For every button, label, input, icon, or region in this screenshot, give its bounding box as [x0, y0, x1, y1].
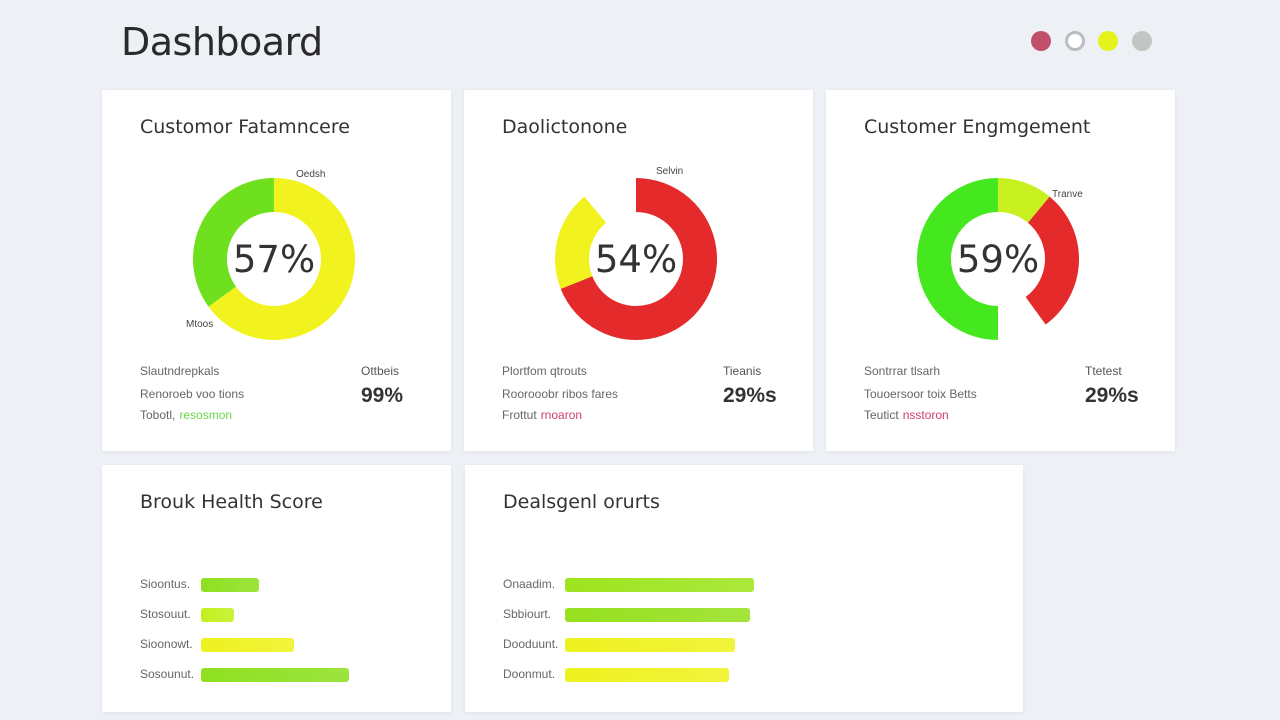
card-title: Brouk Health Score — [140, 491, 323, 513]
bar — [565, 668, 730, 682]
page-title: Dashboard — [121, 20, 323, 64]
bar — [201, 668, 349, 682]
donut-percent: 54% — [594, 237, 678, 281]
donut-chart — [193, 178, 355, 340]
side-label: Tieanis — [723, 364, 762, 378]
card-title: Customer Engmgement — [864, 116, 1091, 138]
bar-label: Sbbiourt. — [503, 607, 552, 621]
stat-line: Renoroeb voo tions — [140, 387, 245, 401]
bar-label: Dooduunt. — [503, 637, 559, 651]
donut-segment — [916, 178, 998, 340]
segment-label: Selvin — [656, 166, 684, 177]
stat-status: rnoaron — [540, 408, 583, 422]
donut-chart — [555, 178, 717, 340]
stat-label: Frottut — [502, 408, 537, 422]
bar-label: Stosouut. — [140, 607, 191, 621]
segment-label: Tranve — [1052, 189, 1083, 200]
side-value: 99% — [361, 384, 404, 407]
stat-line: Tobotl, resosmon — [140, 408, 232, 422]
window-dot-red[interactable] — [1031, 31, 1051, 51]
bar-label: Sioontus. — [140, 577, 191, 591]
stat-line: Teutict nsstoron — [864, 408, 949, 422]
donut-percent: 57% — [232, 237, 316, 281]
stat-line: Slautndrepkals — [140, 364, 220, 378]
window-dot-grey-ring[interactable] — [1064, 31, 1085, 51]
donut-percent: 59% — [956, 237, 1040, 281]
donut-segment — [555, 196, 607, 289]
bar — [201, 608, 234, 622]
donut-segment — [193, 178, 274, 307]
bar — [565, 608, 751, 622]
bar — [201, 578, 259, 592]
side-label: Ttetest — [1085, 364, 1122, 378]
bar — [565, 638, 736, 652]
stat-label: Tobotl, — [140, 408, 176, 422]
donut-segment — [1025, 196, 1079, 325]
window-dot-grey[interactable] — [1131, 31, 1152, 51]
card-title: Dealsgenl orurts — [503, 491, 660, 513]
stat-status: resosmon — [179, 408, 233, 422]
stat-line: Touoersoor toix Betts — [864, 387, 977, 401]
donut-segment — [998, 178, 1050, 223]
metric-card: Daolictonone 54% Selvin Plortfom qtrouts … — [464, 90, 813, 451]
stat-line: Sontrrar tlsarh — [864, 364, 941, 378]
card-title: Daolictonone — [502, 116, 628, 138]
bar — [201, 638, 294, 652]
health-score-card: Brouk Health Score Sioontus. Stosouut. Sio… — [102, 465, 451, 712]
stat-line: Plortfom qtrouts — [502, 364, 587, 378]
donut-segment — [560, 178, 717, 340]
segment-label: Mtoos — [186, 319, 214, 330]
stat-label: Teutict — [864, 408, 899, 422]
bar-label: Doonmut. — [503, 667, 556, 681]
stat-line: Roorooobr ribos fares — [502, 387, 619, 401]
stat-status: nsstoron — [902, 408, 949, 422]
side-label: Ottbeis — [361, 364, 400, 378]
side-value: 29%s — [1085, 384, 1139, 407]
bar — [565, 578, 754, 592]
card-title: Customor Fatamncere — [140, 116, 350, 138]
window-dot-yellow[interactable] — [1098, 31, 1118, 51]
bar-label: Sosounut. — [140, 667, 195, 681]
bar-label: Onaadim. — [503, 577, 556, 591]
donut-segment — [208, 178, 355, 340]
bar-label: Sioonowt. — [140, 637, 193, 651]
segment-label: Oedsh — [296, 169, 326, 180]
metric-card: Customer Engmgement 59% Tranve Sontrrar t… — [826, 90, 1175, 451]
stat-line: Frottut rnoaron — [502, 408, 582, 422]
metric-card: Customor Fatamncere 57% Oedsh Mtoos Slautn… — [102, 90, 451, 451]
side-value: 29%s — [723, 384, 777, 407]
deals-card: Dealsgenl orurts Onaadim. Sbbiourt. Dooduu… — [465, 465, 1023, 712]
donut-chart — [916, 178, 1079, 340]
